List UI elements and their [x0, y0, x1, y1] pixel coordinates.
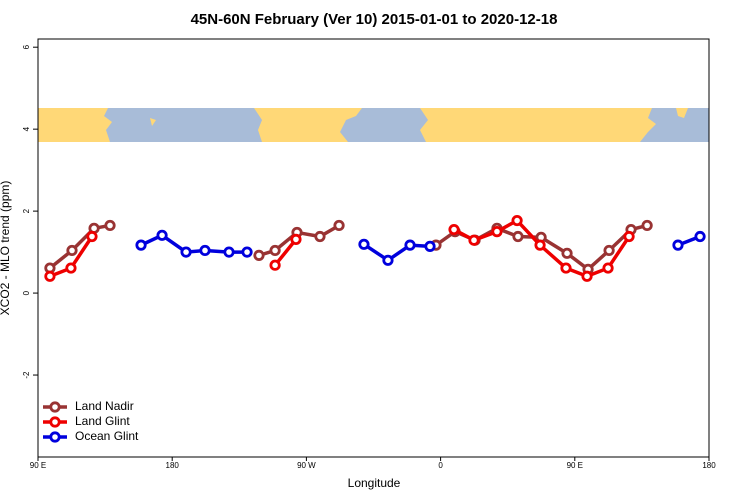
data-point [269, 244, 281, 257]
plot-frame [37, 38, 710, 458]
data-point [314, 230, 326, 243]
map-land [676, 108, 688, 118]
data-point [104, 219, 116, 232]
map-band [38, 108, 709, 142]
y-tick-label: 2 [22, 208, 31, 213]
map-land [38, 108, 112, 142]
legend-marker [49, 431, 61, 443]
legend-marker [49, 401, 61, 413]
legend-marker [49, 416, 61, 428]
data-point [44, 270, 56, 282]
data-point [491, 226, 503, 238]
x-tick-label: 180 [702, 461, 716, 470]
legend-label: Land Nadir [75, 399, 134, 413]
data-point [66, 244, 78, 257]
x-tick-label: 90 E [30, 461, 46, 470]
data-point [511, 214, 523, 227]
data-point [241, 246, 253, 258]
data-point [581, 270, 593, 282]
data-point [333, 219, 345, 232]
data-point [694, 230, 706, 243]
x-axis-label: Longitude [348, 476, 401, 490]
data-point [641, 219, 653, 232]
data-point [358, 238, 370, 250]
y-tick-label: 0 [22, 290, 31, 295]
data-point [468, 234, 480, 246]
data-point [424, 240, 436, 252]
map-land [254, 108, 362, 142]
data-point [290, 233, 302, 245]
data-point [86, 230, 98, 243]
data-point [561, 247, 573, 259]
data-point [448, 223, 460, 236]
data-point [602, 262, 614, 274]
y-tick-label: 6 [22, 44, 31, 49]
data-point [623, 230, 635, 243]
data-point [603, 244, 615, 257]
chart-title: 45N-60N February (Ver 10) 2015-01-01 to … [191, 11, 558, 28]
data-point [512, 230, 524, 243]
map-land [420, 108, 656, 142]
data-point [223, 246, 235, 258]
y-tick-label: -2 [22, 371, 31, 379]
x-tick-label: 0 [438, 461, 443, 470]
x-tick-label: 90 W [297, 461, 316, 470]
data-point [156, 229, 168, 241]
x-tick-label: 90 E [567, 461, 583, 470]
map-land [150, 118, 156, 126]
y-axis-label: XCO2 - MLO trend (ppm) [0, 181, 12, 316]
x-tick-label: 180 [166, 461, 180, 470]
data-point [534, 239, 546, 251]
data-point [65, 262, 77, 274]
legend-label: Land Glint [75, 414, 130, 428]
data-point [199, 244, 211, 257]
data-point [253, 249, 265, 261]
data-point [672, 239, 684, 251]
legend-label: Ocean Glint [75, 429, 139, 443]
y-tick-label: 4 [22, 126, 31, 131]
data-point [404, 239, 416, 251]
data-point [560, 262, 572, 274]
data-point [382, 254, 394, 266]
data-point [269, 259, 281, 271]
data-point [135, 239, 147, 251]
data-point [180, 246, 192, 258]
